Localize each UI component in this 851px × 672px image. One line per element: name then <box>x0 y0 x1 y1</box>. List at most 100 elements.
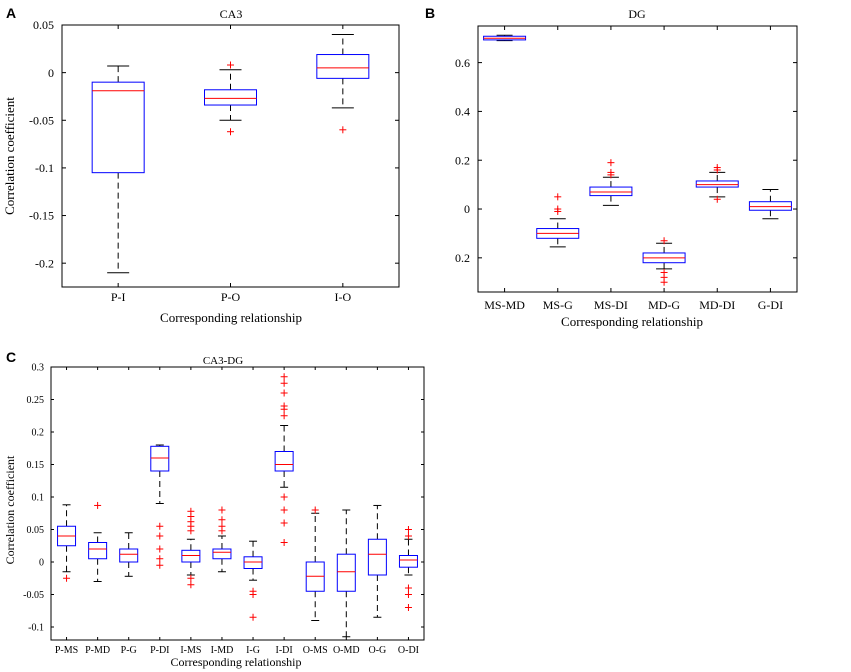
panel-c-outlier-marker <box>249 591 257 598</box>
panel-b-ytick-label: 0.2 <box>455 153 470 167</box>
panel-c-xlabel: Corresponding relationship <box>171 655 302 669</box>
panel-b-outlier-marker <box>607 159 615 167</box>
panel-c-outlier-marker <box>280 405 288 413</box>
panel-c-xtick-label: I-MS <box>180 645 201 656</box>
panel-c-outlier-marker <box>280 389 288 397</box>
panel-c-xtick-label: I-MD <box>211 645 234 656</box>
panel-b-xtick-label: MD-DI <box>699 298 735 312</box>
panel-b-chart: B DG Corresponding relationship 0.6 0.4 0.… <box>425 5 798 329</box>
panel-c-outlier-marker <box>94 501 102 509</box>
panel-c-ytick-label: -0.05 <box>23 590 44 601</box>
panel-c-plot-frame <box>50 366 425 641</box>
panel-c-box <box>398 555 418 568</box>
panel-b-box <box>589 186 633 197</box>
panel-c-outlier-marker <box>187 581 195 589</box>
panel-b-outlier-marker <box>660 278 668 286</box>
panel-c-xtick-label: I-G <box>246 645 260 656</box>
panel-a-ytick-label: -0.2 <box>35 256 54 270</box>
panel-b-plot-frame <box>477 25 798 293</box>
panel-c-box <box>150 445 170 472</box>
panel-c-outlier-marker <box>404 584 412 592</box>
panel-c-box <box>119 548 139 563</box>
panel-c-outlier-marker <box>187 527 195 535</box>
panel-c-xtick-label: I-DI <box>276 645 293 656</box>
panel-c-xtick-label: P-G <box>121 645 137 656</box>
panel-c-outlier-marker <box>280 506 288 514</box>
panel-c-xtick-label: P-MS <box>55 645 78 656</box>
panel-b-ytick-label: 0.4 <box>455 105 470 119</box>
panel-a-box <box>204 89 257 106</box>
panel-b-ytick-label: 0 <box>464 202 470 216</box>
panel-c-outlier-marker <box>311 506 319 514</box>
panel-b-ytick-label: 0.6 <box>455 56 470 70</box>
panel-b-xtick-label: MD-G <box>648 298 680 312</box>
panel-a-outlier-marker <box>227 128 234 136</box>
panel-a-ytick-label: -0.15 <box>29 209 54 223</box>
panel-a-xlabel: Corresponding relationship <box>160 310 302 325</box>
panel-c-outlier-marker <box>249 613 257 621</box>
panel-c-outlier-marker <box>156 522 164 530</box>
panel-b-xtick-label: MS-G <box>543 298 573 312</box>
panel-b-xlabel: Corresponding relationship <box>561 314 703 329</box>
panel-c-xtick-label: P-DI <box>150 645 169 656</box>
panel-c-box <box>212 548 232 560</box>
panel-c-ytick-label: 0.05 <box>27 525 45 536</box>
panel-a-label: A <box>6 5 16 21</box>
panel-c-ytick-label: 0.25 <box>27 395 45 406</box>
panel-c-xtick-label: P-MD <box>85 645 110 656</box>
panel-a-xtick-label: P-I <box>111 290 126 304</box>
panel-c-xtick-label: O-MS <box>303 645 328 656</box>
panel-c-xtick-label: O-G <box>368 645 386 656</box>
panel-c-title: CA3-DG <box>203 355 243 367</box>
panel-b-outlier-marker <box>660 237 668 245</box>
panel-b-outlier-marker <box>713 195 721 203</box>
panel-c-ytick-label: 0.3 <box>32 363 45 374</box>
panel-c-label: C <box>6 349 16 365</box>
panel-a-ylabel: Correlation coefficient <box>2 97 17 215</box>
panel-a-xtick-label: P-O <box>221 290 241 304</box>
panel-c-outlier-marker <box>280 539 288 546</box>
panel-a-title: CA3 <box>220 7 243 21</box>
panel-c-outlier-marker <box>187 574 195 582</box>
panel-c-box <box>336 553 356 592</box>
panel-c-box <box>243 556 263 569</box>
panel-c-outlier-marker <box>404 526 412 533</box>
panel-c-outlier-marker <box>404 604 412 611</box>
panel-a-outlier-marker <box>339 126 347 134</box>
panel-c-box <box>181 549 201 563</box>
panel-c-ytick-label: 0.1 <box>32 493 45 504</box>
panel-c-outlier-marker <box>280 379 288 387</box>
panel-c-outlier-marker <box>218 506 226 514</box>
panel-c-outlier-marker <box>218 516 226 524</box>
panel-c-outlier-marker <box>404 591 412 598</box>
panel-c-box <box>367 538 387 576</box>
panel-c-ytick-label: -0.1 <box>28 623 44 634</box>
panel-a-box <box>316 54 370 79</box>
panel-b-xtick-label: G-DI <box>758 298 783 312</box>
panel-b-box <box>748 201 792 211</box>
panel-a-xtick-label: I-O <box>334 290 351 304</box>
panel-c-outlier-marker <box>280 412 288 420</box>
panel-c-outlier-marker <box>156 561 164 569</box>
panel-b-title: DG <box>628 7 646 21</box>
panel-b-outlier-marker <box>554 207 562 215</box>
panel-c-ytick-label: 0.2 <box>32 428 45 439</box>
panel-c-xtick-label: O-DI <box>398 645 419 656</box>
panel-a-ytick-label: -0.05 <box>29 113 54 127</box>
panel-a-ytick-label: 0.05 <box>33 18 54 32</box>
panel-c-outlier-marker <box>63 574 71 582</box>
panel-a-outlier-marker <box>227 61 234 69</box>
panel-b-ytick-label: 0.2 <box>455 251 470 265</box>
panel-c-box <box>274 451 294 472</box>
panel-b-outlier-marker <box>554 193 562 201</box>
panel-c-outlier-marker <box>156 532 164 540</box>
panel-b-outlier-marker <box>607 171 615 179</box>
panel-c-ylabel: Correlation coefficient <box>3 455 17 564</box>
panel-c-ytick-label: 0.15 <box>27 460 45 471</box>
panel-c-outlier-marker <box>280 373 288 381</box>
panel-b-box <box>695 180 739 188</box>
panel-a-ytick-label: 0 <box>48 66 54 80</box>
panel-c-outlier-marker <box>280 493 288 501</box>
panel-b-outlier-marker <box>713 166 721 174</box>
